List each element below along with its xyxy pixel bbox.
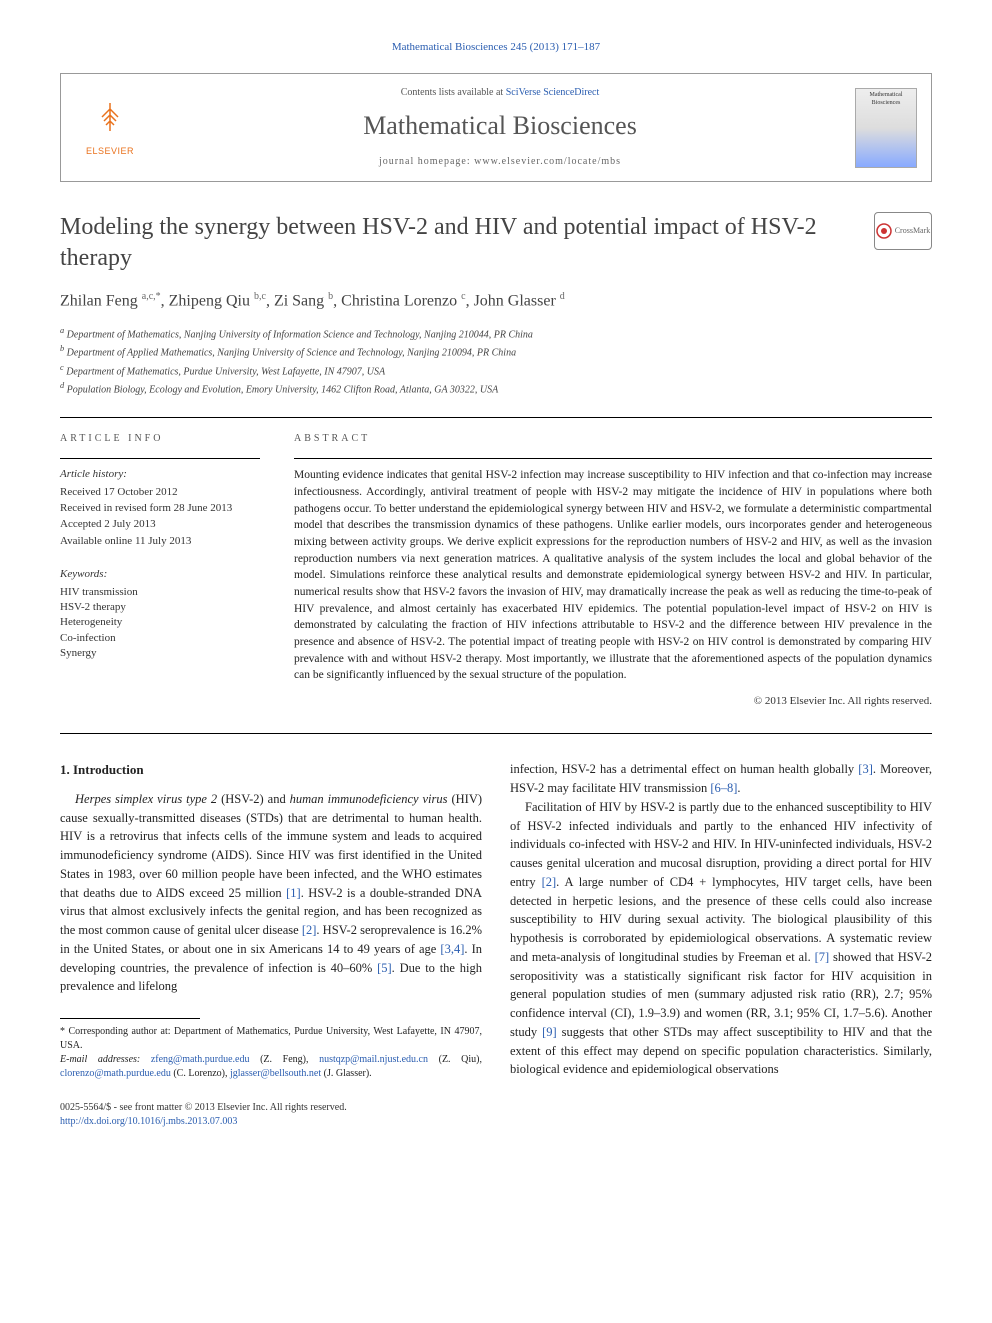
email-link[interactable]: clorenzo@math.purdue.edu: [60, 1068, 171, 1079]
info-abstract-row: ARTICLE INFO Article history: Received 1…: [60, 432, 932, 709]
footnote-rule: [60, 1018, 200, 1019]
article-info: ARTICLE INFO Article history: Received 1…: [60, 432, 260, 709]
paragraph: Facilitation of HIV by HSV-2 is partly d…: [510, 798, 932, 1079]
body-col-left: 1. Introduction Herpes simplex virus typ…: [60, 760, 482, 1081]
keyword-item: Heterogeneity: [60, 615, 260, 630]
doi-link[interactable]: http://dx.doi.org/10.1016/j.mbs.2013.07.…: [60, 1116, 237, 1127]
ref-link[interactable]: [5]: [377, 961, 392, 975]
affiliation-item: a Department of Mathematics, Nanjing Uni…: [60, 325, 932, 342]
email-link[interactable]: nustqzp@mail.njust.edu.cn: [319, 1054, 428, 1065]
keywords-label: Keywords:: [60, 567, 260, 582]
journal-header: ELSEVIER Contents lists available at Sci…: [60, 73, 932, 181]
crossmark-badge[interactable]: CrossMark: [874, 212, 932, 250]
keyword-item: Co-infection: [60, 631, 260, 646]
elsevier-text: ELSEVIER: [86, 145, 134, 158]
issn-block: 0025-5564/$ - see front matter © 2013 El…: [60, 1101, 932, 1129]
history-item: Accepted 2 July 2013: [60, 517, 260, 532]
title-row: Modeling the synergy between HSV-2 and H…: [60, 212, 932, 274]
paragraph: infection, HSV-2 has a detrimental effec…: [510, 760, 932, 798]
header-center: Contents lists available at SciVerse Sci…: [163, 86, 837, 168]
abstract-copyright: © 2013 Elsevier Inc. All rights reserved…: [294, 694, 932, 709]
divider: [60, 458, 260, 459]
paragraph: Herpes simplex virus type 2 (HSV-2) and …: [60, 790, 482, 996]
journal-ref-link[interactable]: Mathematical Biosciences 245 (2013) 171–…: [392, 41, 600, 53]
divider: [60, 417, 932, 418]
abstract-text: Mounting evidence indicates that genital…: [294, 467, 932, 684]
ref-link[interactable]: [2]: [542, 875, 557, 889]
corresponding-author-note: * Corresponding author at: Department of…: [60, 1025, 482, 1053]
history-label: Article history:: [60, 467, 260, 482]
affiliation-item: d Population Biology, Ecology and Evolut…: [60, 380, 932, 397]
affiliation-item: b Department of Applied Mathematics, Nan…: [60, 343, 932, 360]
journal-title: Mathematical Biosciences: [163, 108, 837, 144]
abstract-label: ABSTRACT: [294, 432, 932, 446]
email-link[interactable]: zfeng@math.purdue.edu: [151, 1054, 250, 1065]
authors: Zhilan Feng a,c,*, Zhipeng Qiu b,c, Zi S…: [60, 290, 932, 313]
paper-title: Modeling the synergy between HSV-2 and H…: [60, 212, 854, 274]
body-columns: 1. Introduction Herpes simplex virus typ…: [60, 760, 932, 1081]
email-link[interactable]: jglasser@bellsouth.net: [230, 1068, 321, 1079]
keyword-item: HIV transmission: [60, 585, 260, 600]
elsevier-logo: ELSEVIER: [75, 93, 145, 163]
sciencedirect-link[interactable]: SciVerse ScienceDirect: [506, 87, 600, 98]
affiliations: a Department of Mathematics, Nanjing Uni…: [60, 325, 932, 397]
contents-prefix: Contents lists available at: [401, 87, 506, 98]
issn-text: 0025-5564/$ - see front matter © 2013 El…: [60, 1101, 932, 1115]
keyword-item: HSV-2 therapy: [60, 600, 260, 615]
ref-link[interactable]: [3,4]: [440, 942, 464, 956]
history-item: Available online 11 July 2013: [60, 534, 260, 549]
contents-line: Contents lists available at SciVerse Sci…: [163, 86, 837, 100]
crossmark-label: CrossMark: [895, 225, 931, 236]
ref-link[interactable]: [1]: [286, 886, 301, 900]
history-item: Received 17 October 2012: [60, 485, 260, 500]
divider: [294, 458, 932, 459]
divider: [60, 733, 932, 734]
homepage-prefix: journal homepage:: [379, 156, 474, 167]
keyword-item: Synergy: [60, 646, 260, 661]
body-col-right: infection, HSV-2 has a detrimental effec…: [510, 760, 932, 1081]
history-item: Received in revised form 28 June 2013: [60, 501, 260, 516]
abstract-block: ABSTRACT Mounting evidence indicates tha…: [294, 432, 932, 709]
affiliation-item: c Department of Mathematics, Purdue Univ…: [60, 362, 932, 379]
ref-link[interactable]: [7]: [815, 950, 830, 964]
ref-link[interactable]: [2]: [302, 923, 317, 937]
ref-link[interactable]: [3]: [858, 762, 873, 776]
section-heading: 1. Introduction: [60, 760, 482, 780]
homepage-line: journal homepage: www.elsevier.com/locat…: [163, 155, 837, 169]
email-addresses: E-mail addresses: zfeng@math.purdue.edu …: [60, 1053, 482, 1081]
ref-link[interactable]: [9]: [542, 1025, 557, 1039]
journal-cover-thumbnail: Mathematical Biosciences: [855, 88, 917, 168]
article-info-label: ARTICLE INFO: [60, 432, 260, 446]
ref-link[interactable]: [6–8]: [710, 781, 737, 795]
journal-reference: Mathematical Biosciences 245 (2013) 171–…: [60, 40, 932, 55]
homepage-link[interactable]: www.elsevier.com/locate/mbs: [474, 156, 621, 167]
elsevier-tree-icon: [90, 97, 130, 143]
